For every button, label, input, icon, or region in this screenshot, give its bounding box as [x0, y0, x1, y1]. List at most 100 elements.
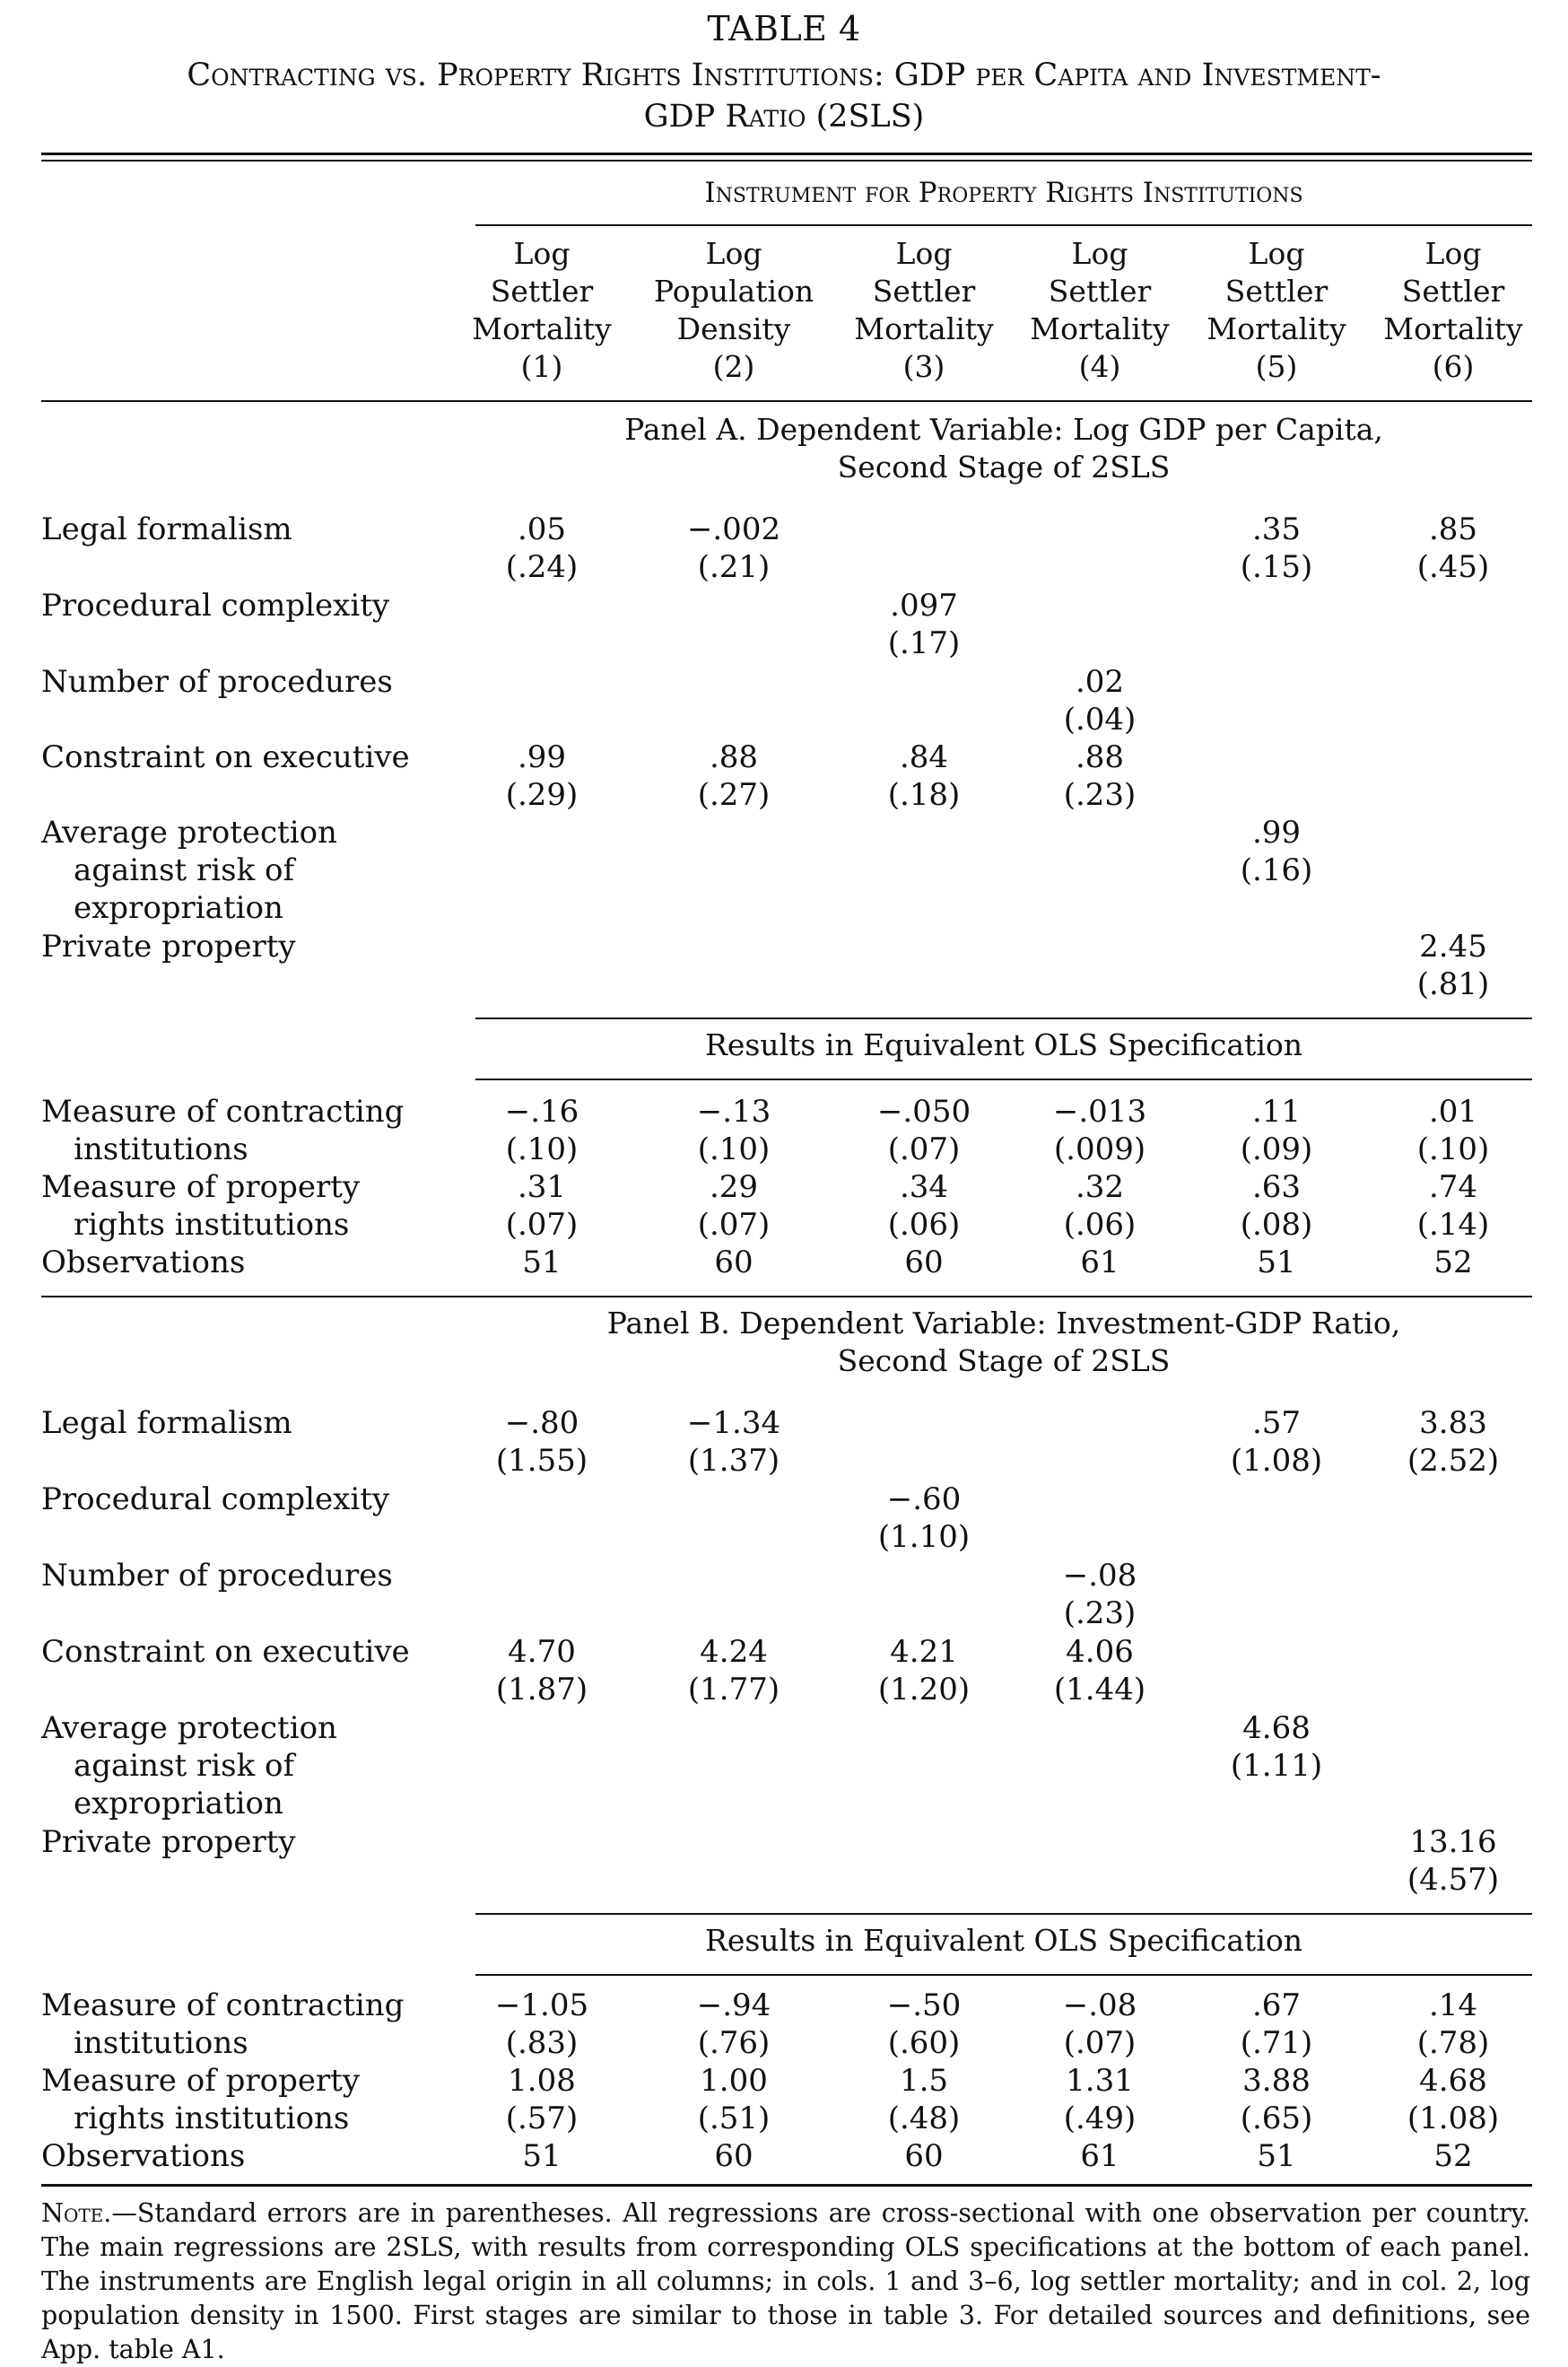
top-rule-2 — [41, 160, 1532, 162]
column-header-line: Mortality — [1206, 311, 1346, 346]
panel-b-ols-row-2-coef-col6: 4.68 — [1419, 2063, 1487, 2099]
row-label-line: Average protection — [41, 815, 337, 851]
panel-a-row-6-label: Private property — [41, 928, 472, 965]
panel-a-row-1-se-col1: (.24) — [505, 549, 579, 585]
panel-b-row-3-label: Number of procedures — [41, 1557, 472, 1594]
column-header-line: (4) — [1078, 349, 1121, 384]
panel-a-ols-row-2-se-col1: (.07) — [505, 1207, 579, 1243]
panel-a-row-1-se-col6: (.45) — [1416, 549, 1490, 585]
column-header-line: Log — [1248, 236, 1305, 271]
panel-a-observations-col6: 52 — [1433, 1245, 1473, 1280]
panel-b-ols-row-1-coef-col6: .14 — [1428, 1987, 1478, 2023]
panel-a-observations-col3: 60 — [904, 1245, 944, 1280]
panel-a-row-5-coef-col5: .99 — [1251, 815, 1302, 851]
panel-b-ols-row-1-coef-col1: −1.05 — [494, 1987, 589, 2023]
panel-b-ols-row-2-coef-col1: 1.08 — [508, 2063, 576, 2099]
row-label-line: Constraint on executive — [41, 739, 410, 775]
panel-a-row-1-coef-col2: −.002 — [686, 511, 781, 547]
panel-a-row-5-label: Average protection against risk of expropr… — [41, 814, 472, 927]
column-header-line: Settler — [872, 274, 976, 309]
panel-b-ols-row-2-se-col4: (.49) — [1063, 2101, 1137, 2136]
column-header-4: Log Settler Mortality (4) — [1010, 235, 1189, 386]
panel-b-row-6-label: Private property — [41, 1823, 472, 1861]
panel-a-ols-row-1-se-col2: (.10) — [697, 1131, 771, 1167]
column-header-line: Log — [513, 236, 571, 271]
panel-a-ols-title: Results in Equivalent OLS Specification — [705, 1027, 1302, 1062]
panel-b-observations-col3: 60 — [904, 2138, 944, 2174]
panel-b-ols-row-2-se-col2: (.51) — [697, 2101, 771, 2136]
row-label-line: rights institutions — [74, 1207, 350, 1243]
panel-a-ols-row-1-coef-col1: −.16 — [504, 1094, 579, 1130]
panel-a-row-1-se-col2: (.21) — [697, 549, 771, 585]
column-header-line: (5) — [1255, 349, 1298, 384]
panel-a-title-line1: Panel A. Dependent Variable: Log GDP per… — [624, 412, 1383, 447]
panel-a-ols-row-1-label: Measure of contracting institutions — [41, 1093, 472, 1168]
panel-b-ols-row-2-coef-col5: 3.88 — [1242, 2063, 1311, 2099]
panel-a-ols-row-1-se-col5: (.09) — [1240, 1131, 1313, 1167]
panel-a-ols-row-2-coef-col5: .63 — [1251, 1169, 1302, 1205]
panel-b-ols-row-1-se-col6: (.78) — [1416, 2025, 1490, 2061]
panel-b-row-2-label: Procedural complexity — [41, 1480, 472, 1518]
column-header-3: Log Settler Mortality (3) — [834, 235, 1014, 386]
note-label: Note. — [41, 2198, 112, 2228]
panel-a-row-4-se-col2: (.27) — [697, 777, 771, 813]
column-header-line: (2) — [712, 349, 755, 384]
column-header-line: (1) — [520, 349, 563, 384]
column-header-line: Settler — [1224, 274, 1328, 309]
panel-a-row-4-coef-col3: .84 — [899, 739, 949, 775]
row-label-line: Measure of property — [41, 1169, 361, 1205]
panel-a-row-1-coef-col5: .35 — [1251, 511, 1302, 547]
panel-b-ols-row-1-coef-col5: .67 — [1251, 1987, 1302, 2023]
row-label-line: expropriation — [74, 1786, 283, 1821]
panel-a-ols-row-1-coef-col4: −.013 — [1052, 1094, 1147, 1130]
row-label-line: Average protection — [41, 1710, 337, 1746]
panel-b-row-2-se-col3: (1.10) — [877, 1519, 971, 1555]
column-header-6: Log Settler Mortality (6) — [1363, 235, 1543, 386]
column-header-line: Mortality — [472, 311, 612, 346]
column-header-line: Settler — [1401, 274, 1505, 309]
panel-b-row-5-label: Average protection against risk of expropr… — [41, 1709, 472, 1822]
top-rule-1 — [41, 153, 1532, 155]
panel-b-row-2-coef-col3: −.60 — [886, 1481, 962, 1517]
panel-a-observations-label: Observations — [41, 1245, 246, 1280]
panel-a-row-4-coef-col1: .99 — [517, 739, 567, 775]
panel-a-ols-rule-top — [475, 1018, 1532, 1019]
panel-a-row-3-label: Number of procedures — [41, 663, 472, 701]
panel-b-ols-rule-top — [475, 1913, 1532, 1915]
panel-a-observations-col4: 61 — [1080, 1245, 1119, 1280]
table-number: TABLE 4 — [707, 9, 861, 48]
panel-b-observations-col4: 61 — [1080, 2138, 1119, 2174]
note-text: —Standard errors are in parentheses. All… — [41, 2198, 1530, 2364]
row-label-line: Number of procedures — [41, 664, 393, 700]
row-label-line: Private property — [41, 929, 296, 965]
panel-a-row-6-coef-col6: 2.45 — [1419, 929, 1487, 965]
panel-a-ols-row-1-se-col6: (.10) — [1416, 1131, 1490, 1167]
table-note: Note.—Standard errors are in parentheses… — [41, 2197, 1530, 2367]
bottom-rule — [41, 2184, 1532, 2187]
panel-b-row-4-se-col1: (1.87) — [495, 1672, 588, 1708]
panel-b-ols-row-1-se-col1: (.83) — [505, 2025, 579, 2061]
column-header-line: Settler — [1048, 274, 1152, 309]
column-header-line: Log — [895, 236, 953, 271]
panel-b-row-4-coef-col4: 4.06 — [1066, 1634, 1134, 1670]
panel-a-row-4-coef-col2: .88 — [709, 739, 759, 775]
column-header-line: (6) — [1432, 349, 1475, 384]
panel-b-ols-row-1-coef-col4: −.08 — [1062, 1987, 1137, 2023]
row-label-line: rights institutions — [74, 2101, 350, 2136]
panel-b-row-1-coef-col2: −1.34 — [686, 1405, 781, 1441]
panel-b-ols-row-2-se-col6: (1.08) — [1407, 2101, 1500, 2136]
column-header-line: Settler — [490, 274, 594, 309]
panel-b-row-3-coef-col4: −.08 — [1062, 1558, 1137, 1594]
column-header-line: Log — [705, 236, 762, 271]
panel-a-row-4-label: Constraint on executive — [41, 738, 472, 776]
panel-separator-rule — [41, 1296, 1532, 1297]
column-header-line: Mortality — [854, 311, 994, 346]
panel-a-ols-row-2-coef-col2: .29 — [709, 1169, 759, 1205]
panel-a-ols-row-2-label: Measure of property rights institutions — [41, 1168, 472, 1244]
panel-a-observations-col1: 51 — [522, 1245, 562, 1280]
panel-b-ols-row-2-se-col3: (.48) — [887, 2101, 961, 2136]
panel-a-row-2-label: Procedural complexity — [41, 587, 472, 625]
panel-b-ols-row-1-coef-col3: −.50 — [886, 1987, 962, 2023]
panel-a-ols-row-1-se-col3: (.07) — [887, 1131, 961, 1167]
panel-a-ols-row-2-se-col3: (.06) — [887, 1207, 961, 1243]
